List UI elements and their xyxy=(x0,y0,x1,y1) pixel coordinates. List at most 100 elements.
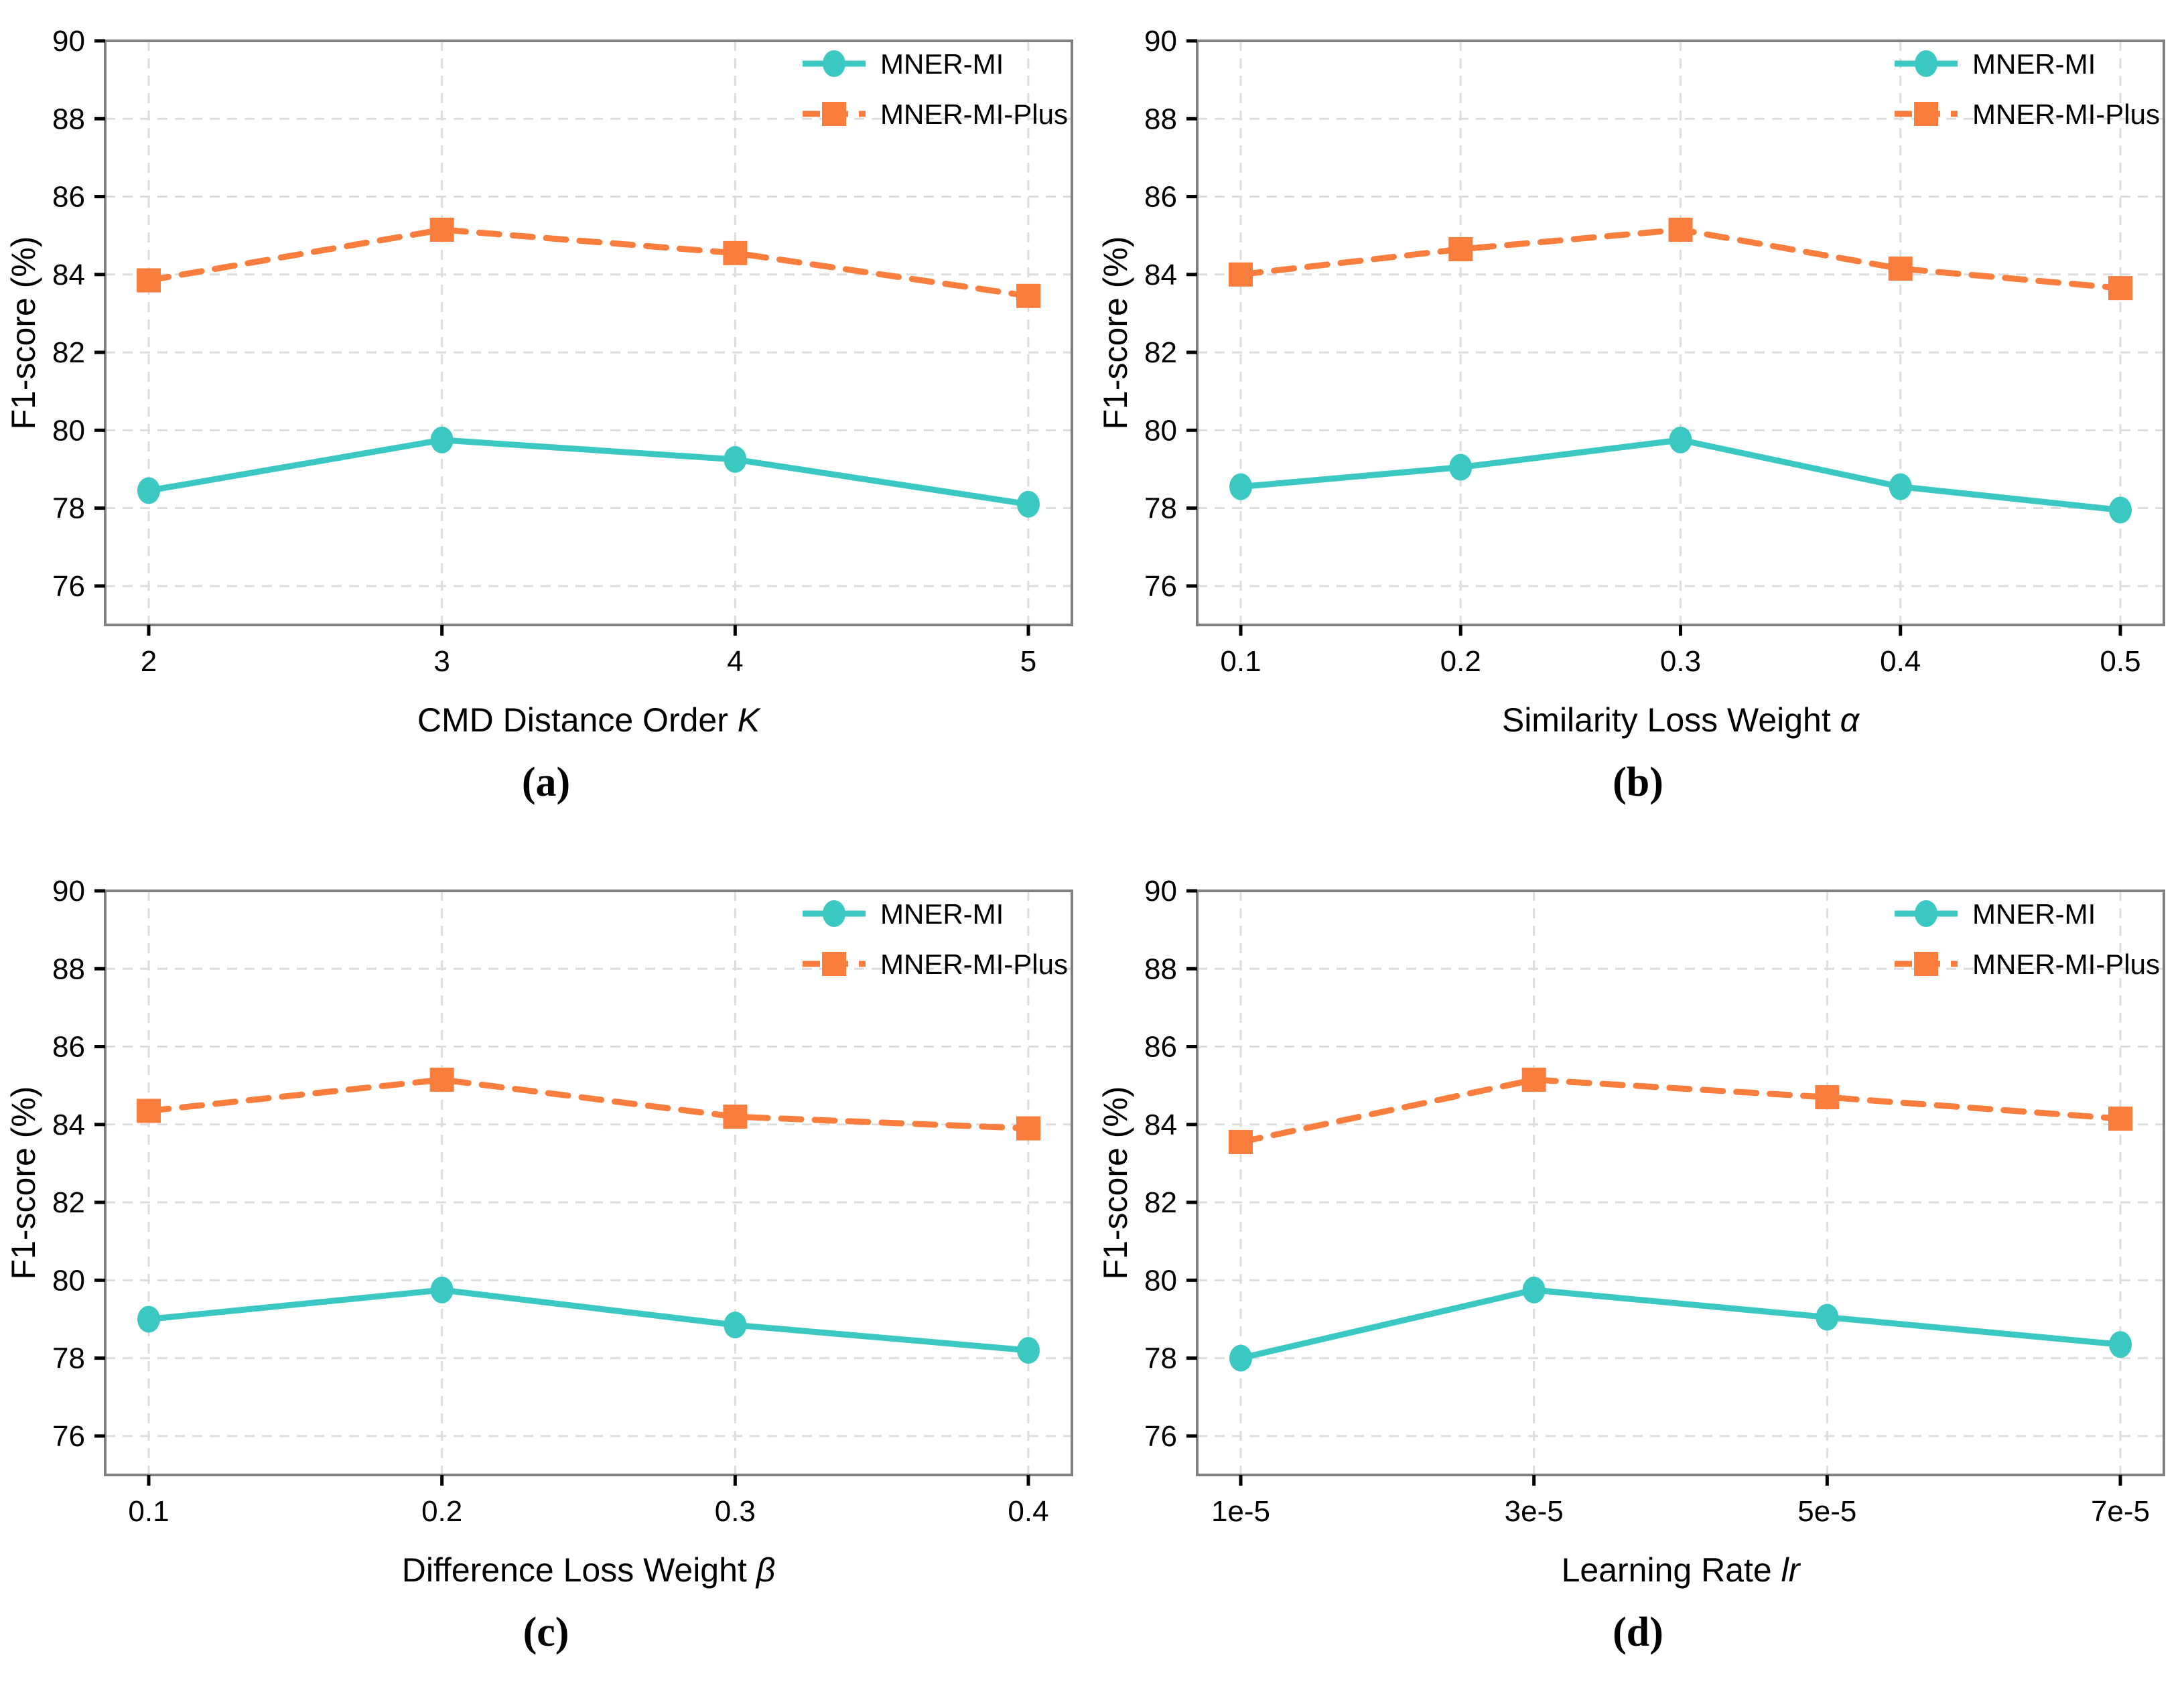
data-point-marker xyxy=(1889,473,1912,500)
data-point-marker xyxy=(1016,1116,1040,1141)
legend-marker-square xyxy=(1914,952,1938,976)
data-point-marker xyxy=(137,268,161,293)
y-axis-title: F1-score (%) xyxy=(5,1086,42,1280)
series-mner-mi-plus xyxy=(1229,217,2132,301)
y-tick-label: 76 xyxy=(1144,570,1177,603)
y-tick-label: 88 xyxy=(52,952,85,985)
panel-b: 76 78 80 82 84 86 88 90 0.1 0.2 0.3 0.4 0.5 F1-score … xyxy=(1092,0,2184,850)
y-axis: 76 78 80 82 84 86 88 90 xyxy=(52,25,105,603)
x-tick-label: 3e-5 xyxy=(1505,1495,1564,1528)
legend-marker-square xyxy=(1914,102,1938,126)
data-point-marker xyxy=(723,240,748,265)
series-mner-mi xyxy=(1229,426,2132,524)
data-point-marker xyxy=(1448,237,1473,262)
series-mner-mi-plus xyxy=(137,217,1040,308)
data-point-marker xyxy=(1017,490,1040,518)
x-tick-label: 0.4 xyxy=(1008,1495,1048,1528)
y-tick-label: 76 xyxy=(52,570,85,603)
y-tick-label: 80 xyxy=(1144,414,1177,447)
data-point-marker xyxy=(2108,276,2132,301)
series-mner-mi xyxy=(1229,1276,2132,1372)
line-chart-difference-loss-weight: 76 78 80 82 84 86 88 90 0.1 0.2 0.3 0.4 F1-score (%)… xyxy=(5,875,1073,1589)
x-tick-label: 4 xyxy=(727,645,743,678)
y-tick-label: 88 xyxy=(52,102,85,135)
x-tick-label: 3 xyxy=(433,645,450,678)
x-tick-label: 0.1 xyxy=(128,1495,169,1528)
data-point-marker xyxy=(1229,1344,1252,1372)
axes-frame xyxy=(104,890,1073,1476)
x-tick-label: 0.3 xyxy=(1660,645,1701,678)
caption-d-label: (d) xyxy=(1613,1610,1663,1655)
data-point-marker xyxy=(2109,496,2132,524)
data-point-marker xyxy=(1229,473,1252,500)
x-axis-title: Difference Loss Weight β xyxy=(402,1551,776,1589)
panel-d: 76 78 80 82 84 86 88 90 1e-5 3e-5 5e-5 7e-5 F1-score… xyxy=(1092,850,2184,1700)
legend-marker-circle xyxy=(1915,50,1937,77)
y-tick-label: 76 xyxy=(1144,1420,1177,1453)
x-tick-label: 0.5 xyxy=(2100,645,2140,678)
data-point-marker xyxy=(1229,1129,1253,1154)
data-point-marker xyxy=(430,426,454,453)
caption-d: (d) xyxy=(1092,1590,2184,1700)
data-point-marker xyxy=(1669,426,1692,453)
legend-marker-circle xyxy=(823,900,845,927)
panel-a: 76 78 80 82 84 86 88 90 2 3 4 5 F1-score (%) CMD Dist… xyxy=(0,0,1092,850)
y-tick-label: 84 xyxy=(52,259,85,291)
y-axis-title: F1-score (%) xyxy=(5,236,42,430)
series-line xyxy=(145,1287,1032,1354)
series-mner-mi xyxy=(137,1276,1040,1364)
x-tick-label: 0.2 xyxy=(421,1495,462,1528)
legend-marker-square xyxy=(822,952,846,976)
data-point-marker xyxy=(1449,453,1473,481)
series-line xyxy=(145,437,1032,508)
legend-label: MNER-MI xyxy=(880,898,1004,930)
x-axis-title: Learning Rate lr xyxy=(1562,1551,1801,1589)
axes-frame xyxy=(1196,890,2165,1476)
legend: MNER-MI MNER-MI-Plus xyxy=(1895,48,2160,130)
data-point-marker xyxy=(430,1276,454,1303)
y-axis-title: F1-score (%) xyxy=(1097,1086,1134,1280)
legend-label: MNER-MI-Plus xyxy=(880,98,1068,130)
x-axis-title: CMD Distance Order K xyxy=(417,701,762,739)
data-point-marker xyxy=(1229,262,1253,287)
y-tick-label: 78 xyxy=(52,1342,85,1375)
legend-label: MNER-MI-Plus xyxy=(880,948,1068,980)
legend-marker-circle xyxy=(823,50,845,77)
x-tick-label: 5e-5 xyxy=(1797,1495,1856,1528)
y-tick-label: 86 xyxy=(1144,181,1177,214)
series-mner-mi-plus xyxy=(137,1067,1040,1141)
y-tick-label: 90 xyxy=(52,25,85,58)
data-point-marker xyxy=(724,1312,747,1339)
data-point-marker xyxy=(137,1099,161,1123)
data-point-marker xyxy=(724,445,747,473)
y-tick-label: 76 xyxy=(52,1420,85,1453)
series-mner-mi-plus xyxy=(1229,1067,2132,1154)
x-tick-label: 1e-5 xyxy=(1211,1495,1270,1528)
legend: MNER-MI MNER-MI-Plus xyxy=(803,898,1068,980)
caption-c-label: (c) xyxy=(523,1610,569,1655)
y-tick-label: 80 xyxy=(52,414,85,447)
y-tick-label: 78 xyxy=(1144,1342,1177,1375)
data-point-marker xyxy=(1816,1303,1839,1331)
y-tick-label: 88 xyxy=(1144,102,1177,135)
y-tick-label: 78 xyxy=(1144,492,1177,525)
caption-b: (b) xyxy=(1092,740,2184,850)
data-point-marker xyxy=(723,1105,748,1129)
data-point-marker xyxy=(1522,1276,1546,1303)
y-tick-label: 86 xyxy=(52,181,85,214)
x-tick-label: 0.4 xyxy=(1880,645,1921,678)
x-tick-label: 0.3 xyxy=(715,1495,756,1528)
y-tick-label: 82 xyxy=(52,1186,85,1219)
x-axis-title: Similarity Loss Weight α xyxy=(1502,701,1860,739)
y-tick-label: 82 xyxy=(52,336,85,369)
data-point-marker xyxy=(1815,1085,1840,1110)
legend-label: MNER-MI-Plus xyxy=(1972,98,2160,130)
legend-marker-circle xyxy=(1915,900,1937,927)
data-point-marker xyxy=(1017,1336,1040,1364)
data-point-marker xyxy=(137,477,160,504)
y-tick-label: 84 xyxy=(1144,259,1177,291)
line-chart-cmd-distance-order: 76 78 80 82 84 86 88 90 2 3 4 5 F1-score (%) CMD Dist… xyxy=(5,25,1073,739)
series-line xyxy=(1237,1076,2124,1145)
axes-frame xyxy=(104,40,1073,626)
